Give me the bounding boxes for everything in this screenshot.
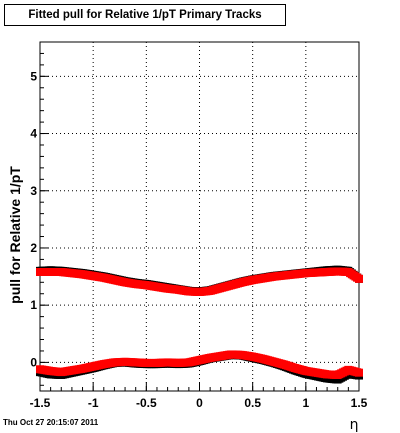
chart-title: Fitted pull for Relative 1/pT Primary Tr… [4, 4, 286, 26]
x-tick-label: 0 [196, 396, 203, 410]
x-axis-label: η [350, 417, 359, 433]
y-tick-label: 4 [30, 127, 37, 141]
y-tick-label: 3 [30, 184, 37, 198]
x-tick-label: 1 [302, 396, 309, 410]
x-tick-label: -1 [88, 396, 99, 410]
data-point [355, 368, 363, 377]
grid-lines [40, 42, 359, 391]
timestamp: Thu Oct 27 20:15:07 2011 [3, 418, 99, 427]
y-tick-label: 0 [30, 355, 37, 369]
y-tick-label: 5 [30, 69, 37, 83]
data-point [355, 274, 363, 283]
y-tick-label: 2 [30, 241, 37, 255]
x-tick-label: -0.5 [136, 396, 157, 410]
x-tick-label: 0.5 [244, 396, 261, 410]
axis-ticks: -1.5 -1 -0.5 0 0.5 1 1.5 0 1 2 3 4 5 [30, 41, 368, 410]
y-axis-label: pull for Relative 1/pT [7, 166, 23, 304]
x-tick-label: -1.5 [30, 396, 51, 410]
x-tick-label: 1.5 [351, 396, 368, 410]
series-1 [36, 267, 363, 296]
data-series [36, 265, 363, 384]
y-tick-label: 1 [30, 298, 37, 312]
series-3 [36, 350, 363, 379]
